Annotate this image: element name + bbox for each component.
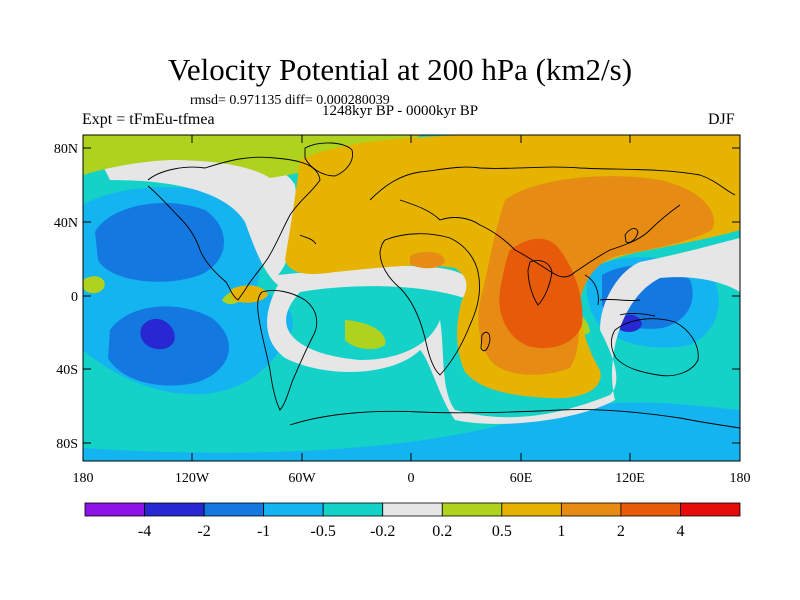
colorbar-label: 2 xyxy=(617,523,625,540)
stats-label: rmsd= 0.971135 diff= 0.000280039 xyxy=(190,93,390,108)
lon-label-0: 0 xyxy=(408,471,415,486)
map-title: Velocity Potential at 200 hPa (km2/s) xyxy=(167,52,633,87)
period-label: 1248kyr BP - 0000kyr BP xyxy=(322,103,479,119)
experiment-label: Expt = tFmEu-tfmea xyxy=(82,111,215,128)
colorbar-swatch xyxy=(144,502,205,517)
colorbar-swatch xyxy=(263,502,324,517)
colorbar-swatch xyxy=(620,502,681,517)
colorbar-label: -0.5 xyxy=(311,523,336,540)
lat-label-80n: 80N xyxy=(54,142,78,157)
lon-label-120w: 120W xyxy=(175,471,210,486)
colorbar-label: 4 xyxy=(676,523,684,540)
lat-ticks xyxy=(83,147,740,444)
colorbar-swatch xyxy=(501,502,562,517)
colorbar-labels: -4 -2 -1 -0.5 -0.2 0.2 0.5 1 2 4 xyxy=(138,523,685,540)
lat-label-80s: 80S xyxy=(56,437,78,452)
colorbar-label: 0.2 xyxy=(432,523,452,540)
colorbar xyxy=(84,502,741,517)
colorbar-swatch xyxy=(560,502,622,517)
contour-field xyxy=(83,135,740,461)
colorbar-swatch xyxy=(441,502,503,517)
colorbar-swatch xyxy=(382,502,443,517)
colorbar-label: 1 xyxy=(557,523,565,540)
lon-label-180e: 180 xyxy=(730,471,751,486)
lon-label-180w: 180 xyxy=(73,471,94,486)
lat-label-eq: 0 xyxy=(71,290,78,305)
colorbar-label: 0.5 xyxy=(492,523,512,540)
colorbar-label: -0.2 xyxy=(370,523,395,540)
colorbar-swatch xyxy=(322,502,384,517)
colorbar-swatch xyxy=(203,502,265,517)
lat-label-40s: 40S xyxy=(56,363,78,378)
colorbar-label: -1 xyxy=(257,523,270,540)
lat-label-40n: 40N xyxy=(54,216,78,231)
colorbar-label: -2 xyxy=(197,523,210,540)
colorbar-label: -4 xyxy=(138,523,151,540)
lon-ticks xyxy=(191,135,631,461)
season-label: DJF xyxy=(708,111,735,128)
lon-label-60e: 60E xyxy=(510,471,533,486)
colorbar-swatch xyxy=(84,502,145,517)
lon-label-120e: 120E xyxy=(615,471,645,486)
lon-label-60w: 60W xyxy=(288,471,316,486)
coastlines xyxy=(147,142,740,429)
colorbar-swatch xyxy=(680,502,741,517)
